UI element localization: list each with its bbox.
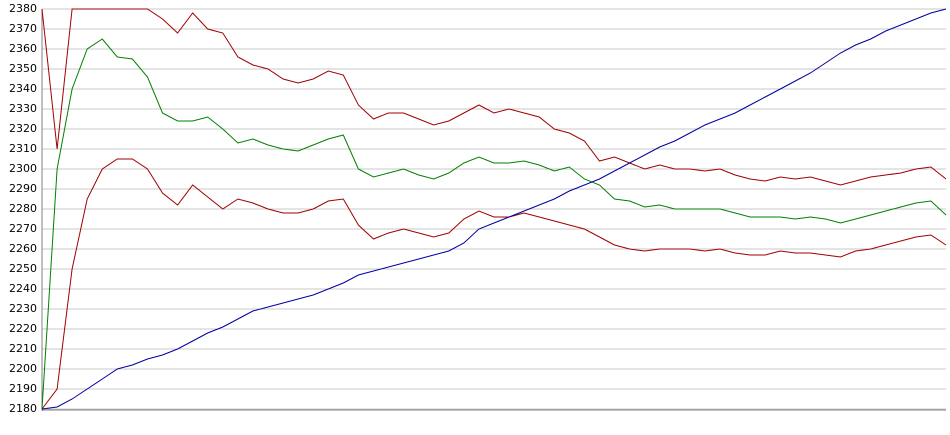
series-line (41, 8, 947, 410)
y-tick-label: 2330 (9, 102, 37, 115)
y-tick-label: 2300 (9, 162, 37, 175)
y-tick-label: 2260 (9, 242, 37, 255)
y-tick-label: 2360 (9, 42, 37, 55)
y-tick-label: 2210 (9, 342, 37, 355)
y-tick-label: 2220 (9, 322, 37, 335)
y-tick-label: 2350 (9, 62, 37, 75)
series-line (41, 8, 947, 186)
y-tick-label: 2280 (9, 202, 37, 215)
y-tick-label: 2180 (9, 402, 37, 415)
y-tick-label: 2380 (9, 2, 37, 15)
series-line (41, 158, 947, 410)
y-tick-label: 2230 (9, 302, 37, 315)
y-tick-label: 2320 (9, 122, 37, 135)
y-tick-label: 2310 (9, 142, 37, 155)
y-tick-label: 2340 (9, 82, 37, 95)
series-line (41, 38, 947, 410)
y-tick-label: 2290 (9, 182, 37, 195)
y-tick-label: 2200 (9, 362, 37, 375)
y-tick-label: 2370 (9, 22, 37, 35)
y-tick-label: 2270 (9, 222, 37, 235)
y-tick-label: 2240 (9, 282, 37, 295)
y-tick-label: 2250 (9, 262, 37, 275)
y-tick-label: 2190 (9, 382, 37, 395)
